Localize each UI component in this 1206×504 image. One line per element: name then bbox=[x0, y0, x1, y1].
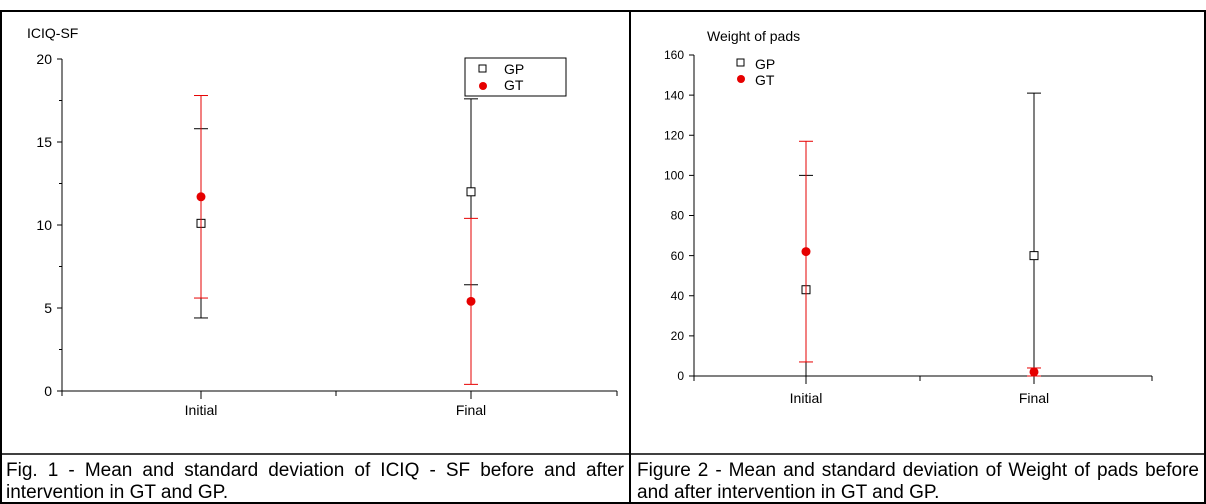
chart2-ytick-label: 80 bbox=[671, 209, 685, 223]
chart2-legend-gp-marker bbox=[736, 58, 745, 67]
chart2-ytick-label: 100 bbox=[664, 169, 684, 183]
chart1-ytick-label: 20 bbox=[36, 51, 52, 67]
chart2-legend-gt-marker bbox=[737, 75, 745, 83]
chart1-ytick-label: 0 bbox=[44, 383, 52, 399]
chart1-legend-gt-marker bbox=[479, 82, 487, 90]
caption-figure-1: Fig. 1 - Mean and standard deviation of … bbox=[6, 460, 624, 503]
chart1-ytick-label: 5 bbox=[44, 300, 52, 316]
chart2-xtick-label-initial: Initial bbox=[790, 390, 823, 406]
chart2-ytick-label: 120 bbox=[664, 128, 684, 142]
chart1-gt-point bbox=[196, 192, 206, 202]
chart2-ytick-label: 140 bbox=[664, 88, 684, 102]
chart1-gt-point bbox=[466, 296, 476, 306]
chart2-legend-gt-label: GT bbox=[755, 72, 775, 88]
chart2-gp-point bbox=[1029, 251, 1039, 261]
chart2-ytick-label: 20 bbox=[671, 329, 685, 343]
chart1-ytick-label: 10 bbox=[36, 217, 52, 233]
chart2-title: Weight of pads bbox=[707, 28, 800, 44]
chart1-legend-gp-marker bbox=[478, 64, 487, 73]
chart2-ytick-label: 60 bbox=[671, 249, 685, 263]
figure-frame bbox=[0, 10, 1206, 504]
chart1-gp-point bbox=[466, 187, 476, 197]
chart2-ytick-label: 160 bbox=[664, 48, 684, 62]
chart1-xtick-label-initial: Initial bbox=[185, 402, 218, 418]
chart1-legend-gp-label: GP bbox=[504, 61, 524, 77]
chart1-xtick-label-final: Final bbox=[456, 402, 486, 418]
chart2-legend-gp-label: GP bbox=[755, 56, 775, 72]
chart1-legend-box bbox=[464, 57, 567, 97]
chart2-ytick-label: 0 bbox=[677, 369, 684, 383]
chart2-gt-point bbox=[801, 247, 811, 257]
chart2-ytick-label: 40 bbox=[671, 289, 685, 303]
chart2-xtick-label-final: Final bbox=[1019, 390, 1049, 406]
chart1-ytick-label: 15 bbox=[36, 134, 52, 150]
chart1-legend-gt-label: GT bbox=[504, 77, 524, 93]
chart-iciq-sf: ICIQ-SF GP GT 0 5 10 15 20 Initial Final bbox=[27, 25, 618, 418]
caption-figure-2: Figure 2 - Mean and standard deviation o… bbox=[637, 460, 1199, 503]
chart1-title: ICIQ-SF bbox=[27, 25, 78, 41]
chart-weight-of-pads: Weight of pads GP GT 0 20 40 60 80 100 120 140 1… bbox=[664, 28, 1153, 406]
chart2-gt-point bbox=[1029, 367, 1039, 377]
